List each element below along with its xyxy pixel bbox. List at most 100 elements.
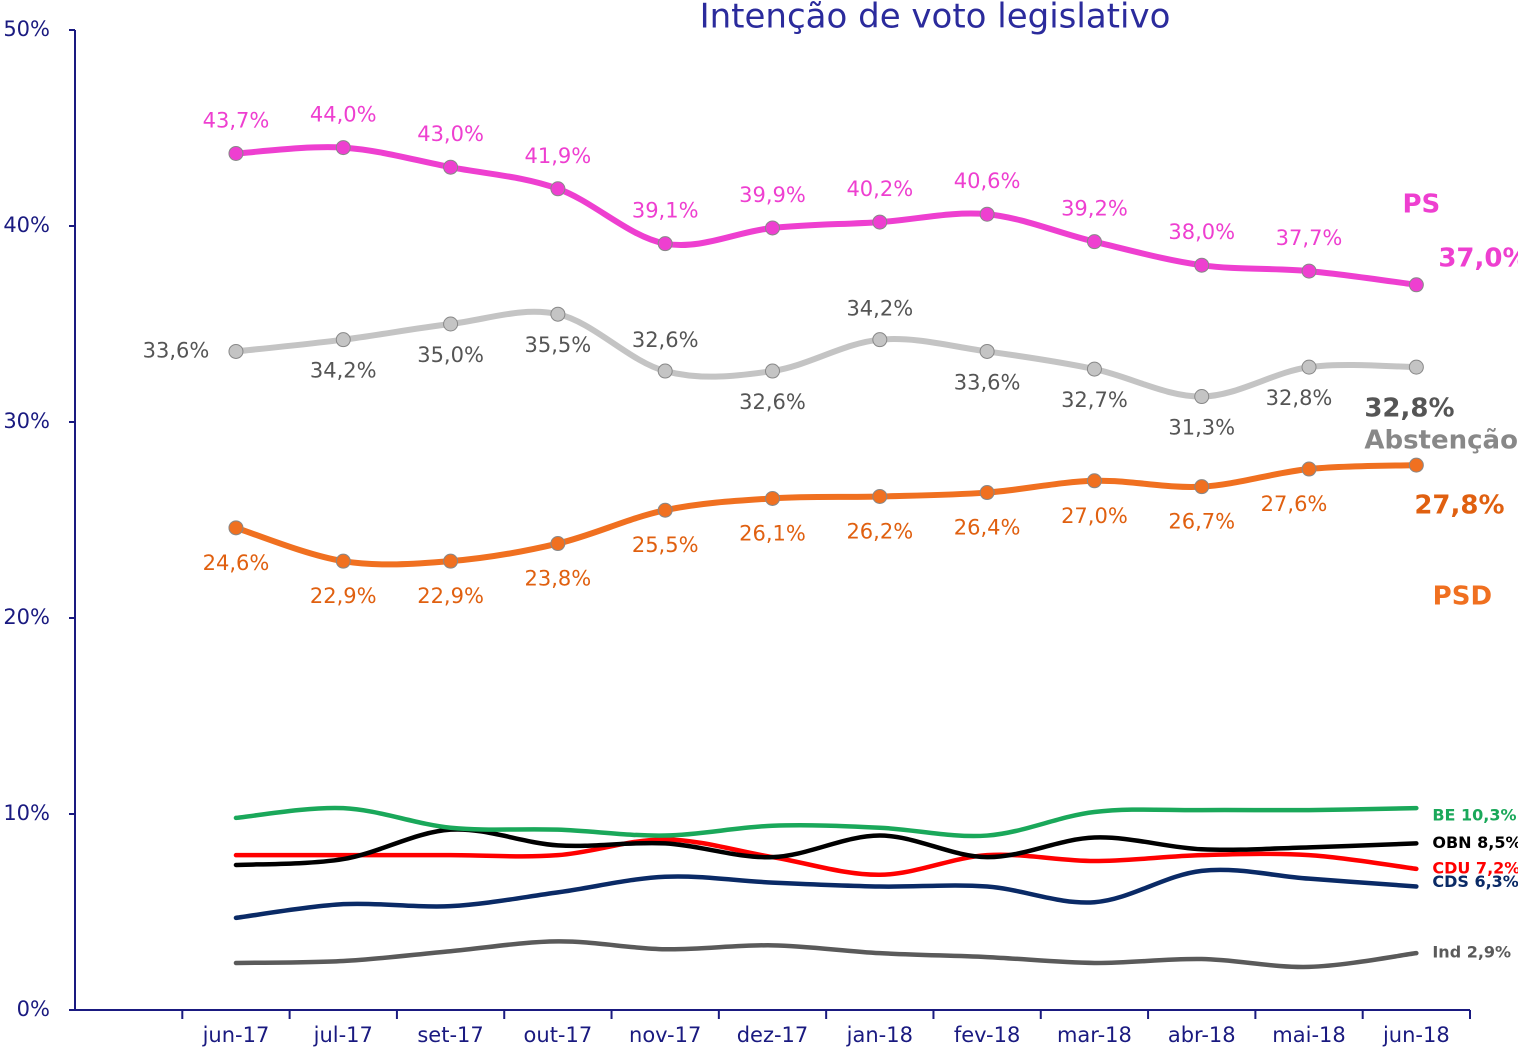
value-label: 43,0%: [417, 122, 484, 146]
value-label: 23,8%: [525, 567, 592, 591]
series-line: [236, 312, 1416, 397]
series-name: Ind 2,9%: [1432, 943, 1511, 962]
point: [1195, 390, 1209, 404]
x-tick-label: out-17: [524, 1023, 593, 1047]
y-tick-label: 20%: [3, 605, 50, 629]
value-label: 27,6%: [1261, 492, 1328, 516]
point: [229, 344, 243, 358]
value-label: 26,2%: [846, 519, 913, 543]
point: [1302, 360, 1316, 374]
point: [766, 364, 780, 378]
point: [1302, 264, 1316, 278]
value-label: 43,7%: [203, 108, 270, 132]
value-label: 31,3%: [1168, 416, 1235, 440]
point: [336, 141, 350, 155]
series-line: [236, 829, 1416, 865]
x-tick-label: jun-18: [1382, 1023, 1450, 1047]
point: [980, 207, 994, 221]
series-name: CDU 7,2%: [1432, 858, 1518, 877]
value-label: 39,1%: [632, 199, 699, 223]
point: [444, 554, 458, 568]
value-label: 38,0%: [1168, 220, 1235, 244]
series-name: OBN 8,5%: [1432, 833, 1518, 852]
value-label: 33,6%: [954, 370, 1021, 394]
point: [873, 489, 887, 503]
y-tick-label: 50%: [3, 17, 50, 41]
value-label: 32,6%: [632, 328, 699, 352]
x-tick-label: set-17: [417, 1023, 483, 1047]
series-name: PS: [1402, 189, 1440, 219]
value-label: 26,7%: [1168, 510, 1235, 534]
y-tick-label: 30%: [3, 409, 50, 433]
value-label: 44,0%: [310, 103, 377, 127]
x-tick-label: fev-18: [954, 1023, 1020, 1047]
value-label: 39,9%: [739, 183, 806, 207]
point: [444, 160, 458, 174]
point: [766, 491, 780, 505]
chart-title: Intenção de voto legislativo: [700, 0, 1171, 37]
x-tick-label: dez-17: [737, 1023, 809, 1047]
value-label: 26,4%: [954, 516, 1021, 540]
point: [1195, 258, 1209, 272]
value-label: 32,6%: [739, 390, 806, 414]
value-label: 40,6%: [954, 169, 1021, 193]
point: [1409, 458, 1423, 472]
y-tick-label: 40%: [3, 213, 50, 237]
value-label: 40,2%: [846, 177, 913, 201]
series-name: BE 10,3%: [1432, 806, 1516, 825]
series-line: [236, 465, 1416, 564]
point: [1302, 462, 1316, 476]
value-label: 41,9%: [525, 144, 592, 168]
point: [766, 221, 780, 235]
value-label: 34,2%: [846, 297, 913, 321]
value-label: 35,5%: [525, 333, 592, 357]
point: [1409, 360, 1423, 374]
point: [658, 503, 672, 517]
value-label: 32,8%: [1364, 394, 1454, 424]
value-label: 32,7%: [1061, 388, 1128, 412]
series-name: Abstenção: [1364, 426, 1518, 456]
series-line: [236, 147, 1416, 285]
point: [444, 317, 458, 331]
point: [551, 182, 565, 196]
value-label: 33,6%: [143, 338, 210, 362]
value-label: 24,6%: [203, 551, 270, 575]
value-label: 37,7%: [1276, 226, 1343, 250]
point: [1087, 474, 1101, 488]
series-line: [236, 870, 1416, 918]
point: [551, 307, 565, 321]
x-tick-label: jul-17: [313, 1023, 373, 1047]
series-name: PSD: [1433, 582, 1492, 612]
x-tick-label: mai-18: [1272, 1023, 1345, 1047]
point: [551, 537, 565, 551]
point: [980, 344, 994, 358]
value-label: 35,0%: [417, 343, 484, 367]
point: [980, 486, 994, 500]
series-line: [236, 941, 1416, 967]
point: [1087, 235, 1101, 249]
series-line: [236, 808, 1416, 836]
value-label: 22,9%: [310, 584, 377, 608]
x-tick-label: mar-18: [1057, 1023, 1132, 1047]
point: [873, 333, 887, 347]
value-label: 27,0%: [1061, 504, 1128, 528]
value-label: 25,5%: [632, 533, 699, 557]
x-tick-label: nov-17: [629, 1023, 701, 1047]
chart: Intenção de voto legislativo 0%10%20%30%…: [0, 0, 1518, 1053]
point: [658, 237, 672, 251]
point: [336, 333, 350, 347]
x-tick-label: abr-18: [1168, 1023, 1236, 1047]
point: [1409, 278, 1423, 292]
value-label: 22,9%: [417, 584, 484, 608]
point: [229, 146, 243, 160]
point: [1195, 480, 1209, 494]
value-label: 32,8%: [1266, 386, 1333, 410]
point: [336, 554, 350, 568]
point: [1087, 362, 1101, 376]
point: [873, 215, 887, 229]
value-label: 34,2%: [310, 359, 377, 383]
point: [658, 364, 672, 378]
value-label: 39,2%: [1061, 197, 1128, 221]
value-label: 37,0%: [1438, 243, 1518, 273]
y-tick-label: 10%: [3, 801, 50, 825]
